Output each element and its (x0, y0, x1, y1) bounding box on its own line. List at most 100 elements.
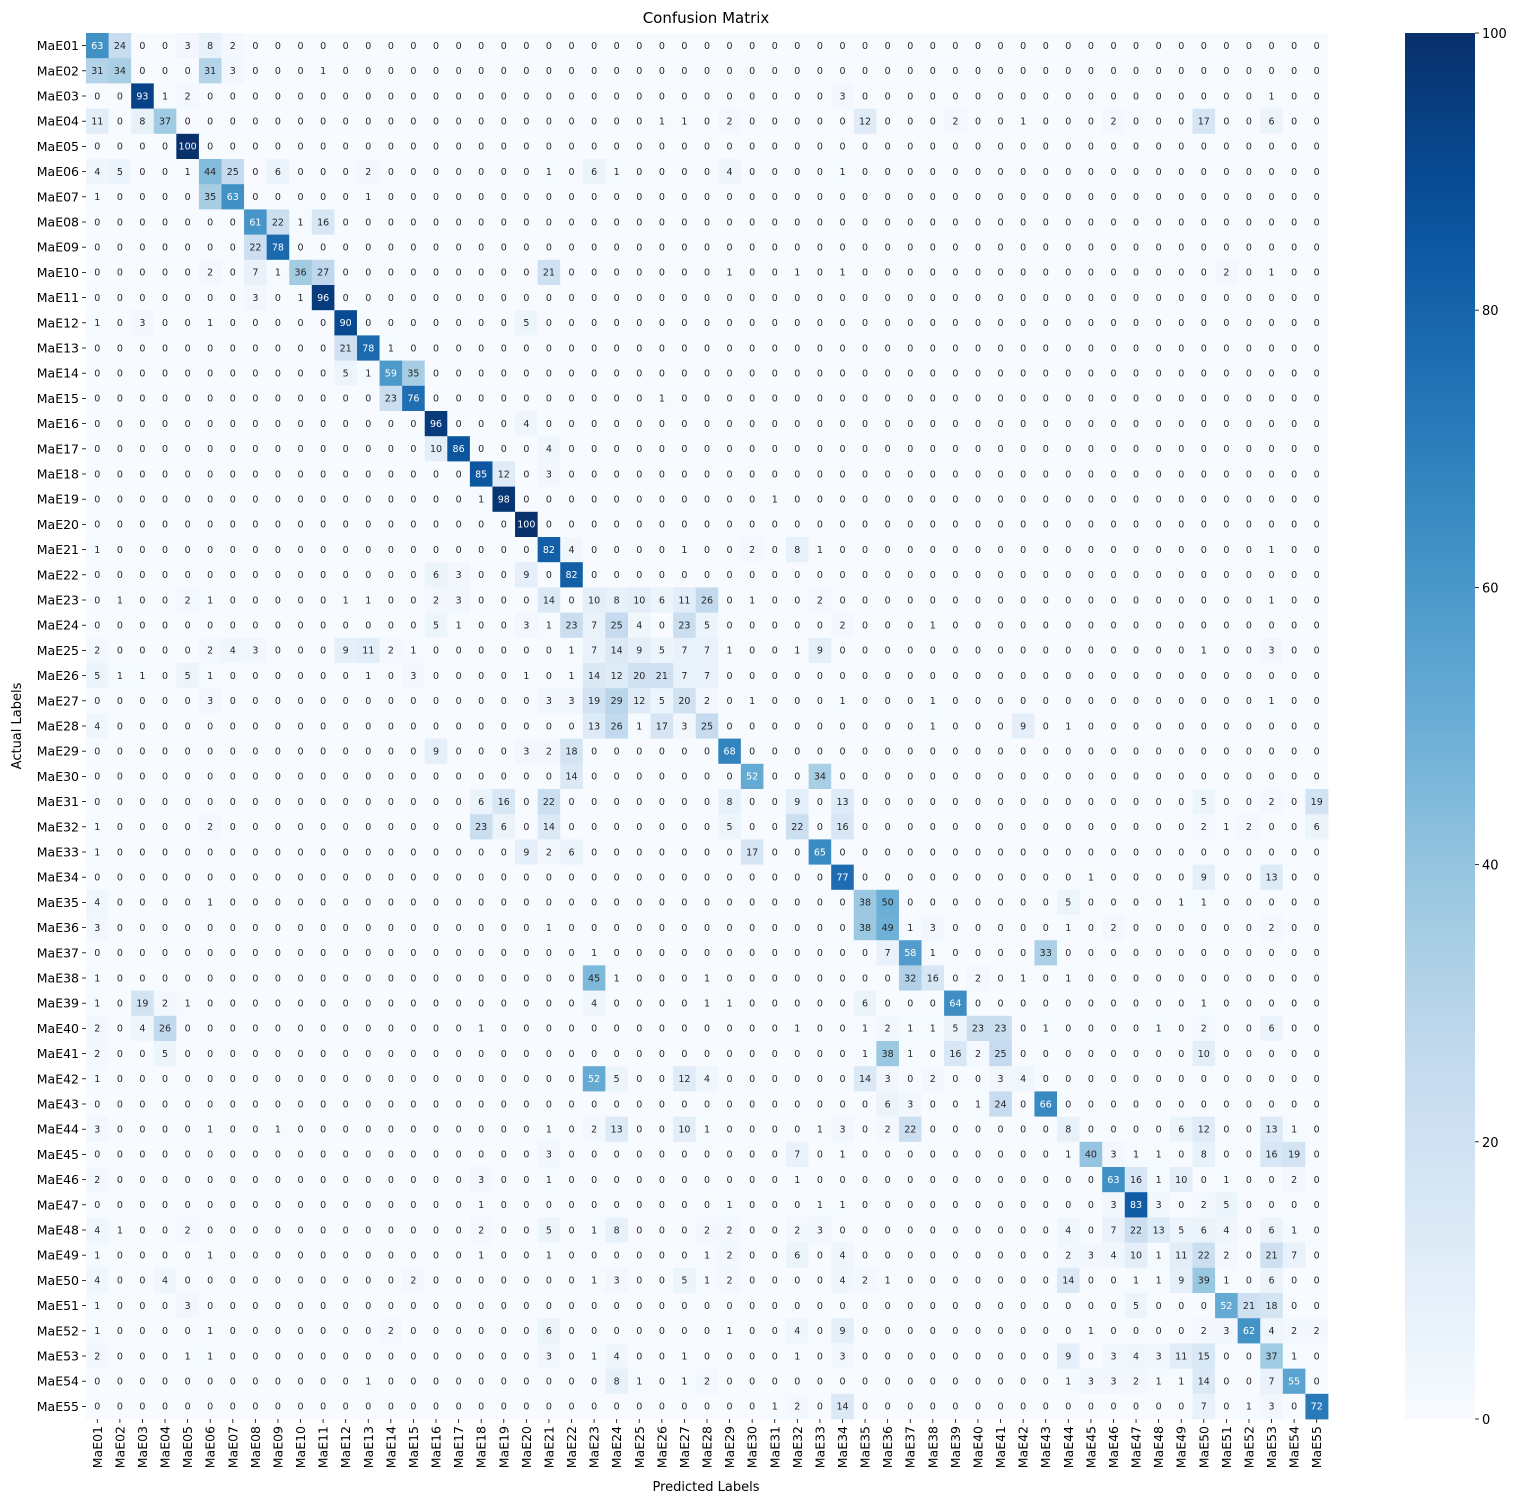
heatmap-cell (1169, 310, 1193, 336)
cell-value-label: 0 (207, 570, 213, 581)
heatmap-cell (921, 411, 945, 437)
cell-value-label: 0 (1269, 167, 1275, 178)
cell-value-label: 0 (1269, 394, 1275, 405)
cell-value-label: 0 (614, 570, 620, 581)
cell-value-label: 0 (117, 747, 123, 758)
heatmap-cell (537, 259, 561, 286)
cell-value-label: 0 (388, 520, 394, 531)
cell-value-label: 6 (478, 797, 484, 808)
cell-value-label: 0 (749, 91, 755, 102)
cell-value-label: 0 (1133, 646, 1139, 657)
heatmap-cell (898, 58, 922, 84)
heatmap-cell (831, 33, 855, 59)
cell-value-label: 0 (998, 696, 1004, 707)
cell-value-label: 0 (568, 419, 574, 430)
cell-value-label: 0 (139, 847, 145, 858)
cell-value-label: 0 (794, 696, 800, 707)
cell-value-label: 0 (456, 873, 462, 884)
cell-value-label: 0 (862, 721, 868, 732)
cell-value-label: 0 (839, 66, 845, 77)
cell-value-label: 0 (230, 419, 236, 430)
heatmap-cell (1192, 184, 1216, 210)
cell-value-label: 0 (1156, 167, 1162, 178)
heatmap-cell (244, 285, 268, 311)
heatmap-cell (560, 310, 584, 336)
cell-value-label: 0 (433, 318, 439, 329)
cell-value-label: 9 (1020, 721, 1026, 732)
heatmap-cell (379, 310, 403, 336)
heatmap-cell (1169, 209, 1193, 235)
heatmap-cell (1011, 385, 1035, 412)
cell-value-label: 0 (839, 243, 845, 254)
cell-value-label: 0 (298, 495, 304, 506)
heatmap-cell (356, 133, 380, 160)
cell-value-label: 0 (252, 621, 258, 632)
cell-value-label: 0 (185, 469, 191, 480)
cell-value-label: 0 (614, 293, 620, 304)
heatmap-cell (763, 184, 787, 210)
cell-value-label: 0 (794, 898, 800, 909)
heatmap-cell (876, 159, 900, 185)
heatmap-cell (244, 234, 268, 261)
heatmap-cell (1034, 58, 1058, 84)
heatmap-cell (176, 159, 200, 185)
cell-value-label: 0 (139, 822, 145, 833)
cell-value-label: 0 (817, 469, 823, 480)
cell-value-label: 0 (1178, 167, 1184, 178)
cell-value-label: 0 (230, 91, 236, 102)
heatmap-cell (989, 58, 1013, 84)
heatmap-cell (853, 285, 877, 311)
heatmap-cell (515, 461, 539, 487)
heatmap-cell (1057, 259, 1080, 286)
cell-value-label: 0 (275, 293, 281, 304)
heatmap-cell (876, 310, 900, 336)
heatmap-cell (1102, 285, 1126, 311)
cell-value-label: 1 (794, 268, 800, 279)
cell-value-label: 0 (591, 293, 597, 304)
heatmap-cell (131, 259, 155, 286)
heatmap-cell (673, 310, 697, 336)
cell-value-label: 14 (543, 822, 555, 833)
heatmap-cell (740, 285, 764, 311)
cell-value-label: 0 (817, 66, 823, 77)
cell-value-label: 0 (591, 520, 597, 531)
heatmap-cell (944, 58, 968, 84)
heatmap-cell (695, 259, 719, 286)
heatmap-cell (469, 33, 493, 59)
cell-value-label: 0 (433, 696, 439, 707)
heatmap-cell (311, 461, 335, 487)
cell-value-label: 0 (1291, 167, 1297, 178)
heatmap-cell (176, 436, 200, 462)
heatmap-cell (244, 108, 268, 135)
cell-value-label: 0 (772, 595, 778, 606)
cell-value-label: 0 (523, 343, 529, 354)
heatmap-cell (718, 108, 742, 135)
heatmap-cell (86, 436, 109, 462)
cell-value-label: 0 (1043, 721, 1049, 732)
cell-value-label: 0 (410, 495, 416, 506)
cell-value-label: 0 (1020, 873, 1026, 884)
cell-value-label: 0 (772, 747, 778, 758)
heatmap-cell (673, 411, 697, 437)
heatmap-cell (1034, 411, 1058, 437)
heatmap-cell (86, 461, 109, 487)
heatmap-cell (311, 58, 335, 84)
heatmap-cell (447, 436, 471, 462)
heatmap-cell (1079, 436, 1103, 462)
cell-value-label: 0 (501, 243, 507, 254)
heatmap-cell (447, 209, 471, 235)
heatmap-cell (289, 234, 313, 261)
cell-value-label: 0 (1020, 696, 1026, 707)
cell-value-label: 0 (794, 142, 800, 153)
cell-value-label: 1 (817, 545, 823, 556)
cell-value-label: 1 (320, 66, 326, 77)
heatmap-cell (334, 360, 358, 387)
cell-value-label: 0 (388, 721, 394, 732)
heatmap-cell (469, 58, 493, 84)
heatmap-cell (786, 209, 810, 235)
cell-value-label: 0 (907, 419, 913, 430)
cell-value-label: 0 (862, 646, 868, 657)
cell-value-label: 0 (117, 318, 123, 329)
heatmap-cell (921, 108, 945, 135)
heatmap-cell (492, 83, 516, 109)
